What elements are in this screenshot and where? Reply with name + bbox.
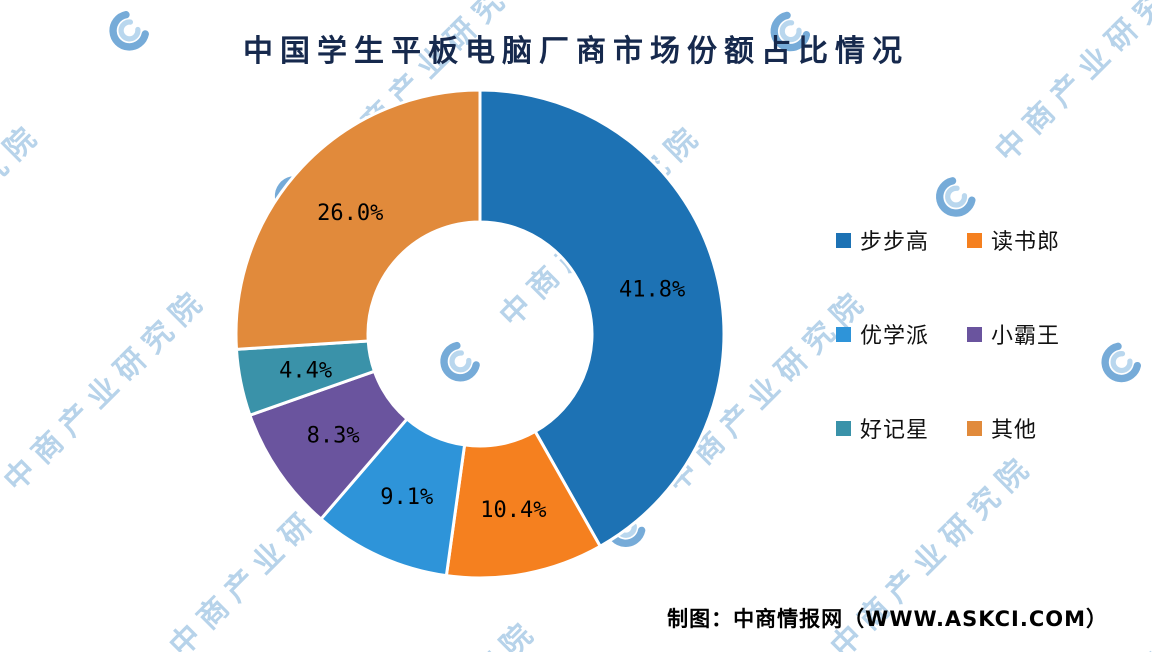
watermark-logo-icon bbox=[936, 177, 976, 217]
slice-label-优学派: 9.1% bbox=[380, 485, 433, 510]
watermark-text: 中商产业研究院 bbox=[156, 0, 380, 4]
legend-item-优学派: 优学派 bbox=[836, 318, 967, 350]
legend-swatch bbox=[967, 232, 982, 248]
legend-swatch bbox=[836, 232, 851, 248]
legend-item-好记星: 好记星 bbox=[836, 412, 967, 444]
donut-chart: 41.8% 10.4% 9.1% 8.3% 4.4% 26.0% bbox=[234, 88, 726, 580]
watermark-text: 中商产业研究院 bbox=[0, 115, 50, 334]
watermark-text: 中商产业研究院 bbox=[0, 280, 216, 499]
legend-label: 好记星 bbox=[860, 418, 930, 443]
slice-label-好记星: 4.4% bbox=[279, 359, 332, 384]
slice-label-读书郎: 10.4% bbox=[480, 498, 546, 523]
watermark-text: 中商产业研究院 bbox=[818, 0, 1042, 4]
source-credit: 制图：中商情报网（WWW.ASKCI.COM） bbox=[667, 607, 1108, 631]
slice-label-步步高: 41.8% bbox=[619, 278, 685, 303]
donut-segment-步步高 bbox=[478, 88, 726, 549]
legend-label: 小霸王 bbox=[991, 324, 1061, 349]
legend-swatch bbox=[836, 326, 851, 342]
donut-segment-其他 bbox=[234, 88, 482, 351]
slice-label-其他: 26.0% bbox=[317, 201, 383, 226]
legend-item-步步高: 步步高 bbox=[836, 224, 967, 256]
legend-item-小霸王: 小霸王 bbox=[967, 318, 1060, 350]
legend-label: 步步高 bbox=[860, 230, 930, 255]
chart-legend: 步步高 读书郎优学派 小霸王好记星 其他 bbox=[836, 224, 1060, 444]
watermark-tile: 中商产业研究院 bbox=[0, 275, 216, 559]
watermark-text: 中商产业研究院 bbox=[323, 606, 547, 652]
watermark-tile: 中商产业研究院 bbox=[0, 110, 50, 394]
legend-swatch bbox=[967, 420, 982, 436]
chart-title: 中国学生平板电脑厂商市场份额占比情况 bbox=[243, 34, 909, 69]
legend-label: 其他 bbox=[991, 418, 1038, 443]
legend-item-其他: 其他 bbox=[967, 412, 1060, 444]
legend-swatch bbox=[836, 420, 851, 436]
watermark-logo-icon bbox=[1101, 342, 1142, 383]
legend-label: 优学派 bbox=[860, 324, 930, 349]
watermark-tile: 中商产业研究院 bbox=[263, 606, 547, 652]
legend-swatch bbox=[967, 326, 982, 342]
slice-label-小霸王: 8.3% bbox=[307, 424, 360, 449]
watermark-text: 中商产业研究院 bbox=[1149, 111, 1152, 335]
legend-item-读书郎: 读书郎 bbox=[967, 224, 1060, 256]
watermark-tile: 中商产业研究院 bbox=[1089, 111, 1152, 395]
legend-label: 读书郎 bbox=[991, 230, 1061, 255]
